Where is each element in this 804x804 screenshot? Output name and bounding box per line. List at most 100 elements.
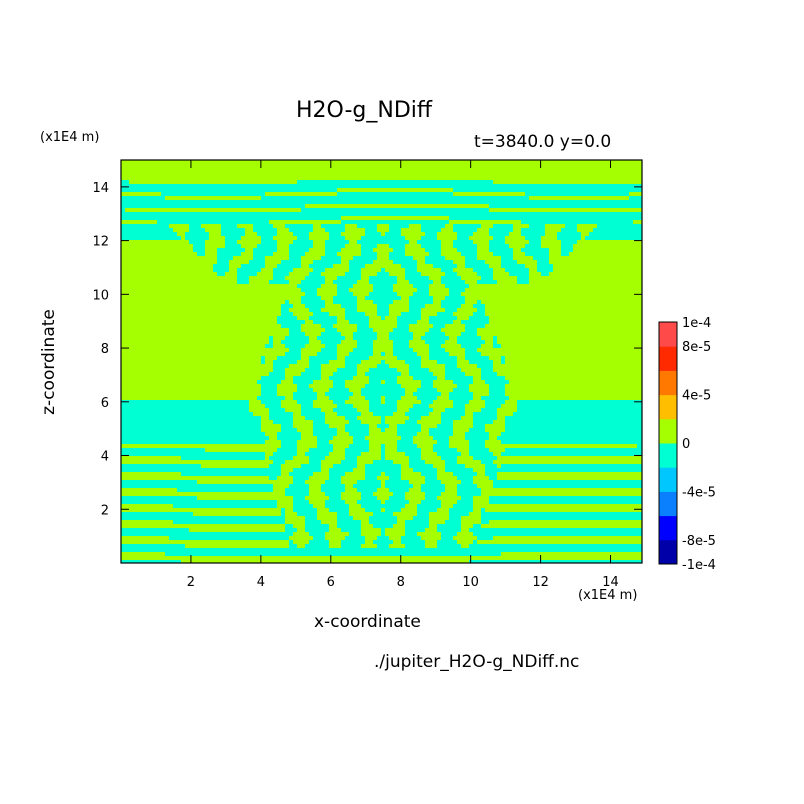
contour-cell [509,232,521,236]
contour-cell [317,512,337,516]
contour-cell [265,356,277,360]
contour-cell [189,224,201,228]
contour-cell [413,436,433,440]
contour-cell [321,224,345,228]
contour-cell [433,400,453,404]
contour-cell [421,452,437,456]
contour-cell [421,356,429,360]
contour-cell [509,272,529,276]
contour-cell [261,196,529,200]
contour-cell [361,528,381,532]
contour-cell [293,392,317,396]
contour-cell [293,380,313,384]
contour-cell [321,324,333,328]
contour-cell [365,312,377,316]
contour-cell [121,396,257,400]
contour-cell [357,368,369,372]
contour-cell [237,268,261,272]
contour-cell [281,312,293,316]
contour-cell [361,520,369,524]
contour-cell [401,296,409,300]
contour-cell [577,240,642,244]
contour-cell [189,528,285,532]
contour-cell [297,512,317,516]
contour-cell [261,424,281,428]
contour-cell [361,452,381,456]
contour-cell [405,244,421,248]
contour-cell [121,252,197,256]
contour-cell [225,236,241,240]
contour-cell [425,476,437,480]
contour-cell [497,340,642,344]
contour-cell [381,456,385,460]
colorbar-label: 0 [682,437,690,452]
contour-cell [473,424,485,428]
contour-cell [269,372,285,376]
contour-cell [357,480,381,484]
contour-cell [433,380,453,384]
contour-cell [121,204,305,208]
contour-cell [473,232,489,236]
contour-cell [301,288,317,292]
contour-cell [477,308,485,312]
contour-cell [265,440,281,444]
contour-cell [457,308,477,312]
contour-cell [121,512,193,516]
contour-cell [421,416,441,420]
contour-cell [269,412,293,416]
contour-cell [461,524,473,528]
y-unit-label: (x1E4 m) [40,130,100,145]
contour-cell [381,480,385,484]
x-tick-label: 12 [532,575,549,590]
contour-cell [301,356,309,360]
contour-cell [437,360,457,364]
contour-cell [409,460,425,464]
contour-cell [121,296,301,300]
contour-cell [121,456,181,460]
contour-cell [401,232,425,236]
contour-cell [501,552,642,556]
contour-cell [477,252,493,256]
contour-cell [473,504,642,508]
contour-cell [397,404,413,408]
contour-cell [121,244,193,248]
contour-cell [121,420,261,424]
contour-cell [269,336,273,340]
contour-cell [345,380,369,384]
contour-cell [577,224,597,228]
contour-cell [289,328,301,332]
contour-cell [373,492,393,496]
contour-cell [277,436,301,440]
contour-cell [325,252,337,256]
contour-cell [309,308,321,312]
contour-cell [421,536,441,540]
contour-cell [369,424,377,428]
contour-cell [121,504,173,508]
contour-cell [497,456,642,460]
contour-cell [397,280,409,284]
contour-cell [189,228,205,232]
contour-cell [481,512,642,516]
contour-cell [369,356,397,360]
contour-cell [281,512,285,516]
contour-cell [473,468,485,472]
contour-cell [473,508,481,512]
contour-cell [285,224,313,228]
contour-cell [441,280,465,284]
contour-cell [457,236,469,240]
contour-cell [121,404,249,408]
contour-cell [401,540,425,544]
contour-cell [121,400,249,404]
contour-cell [449,396,473,400]
contour-cell [437,424,453,428]
contour-cell [273,452,297,456]
contour-cell [445,324,465,328]
contour-cell [261,376,285,380]
contour-cell [385,456,409,460]
contour-cell [425,304,441,308]
x-tick-label: 14 [602,575,619,590]
contour-cell [337,368,357,372]
contour-cell [373,540,393,544]
contour-cell [425,492,441,496]
contour-cell [277,244,289,248]
